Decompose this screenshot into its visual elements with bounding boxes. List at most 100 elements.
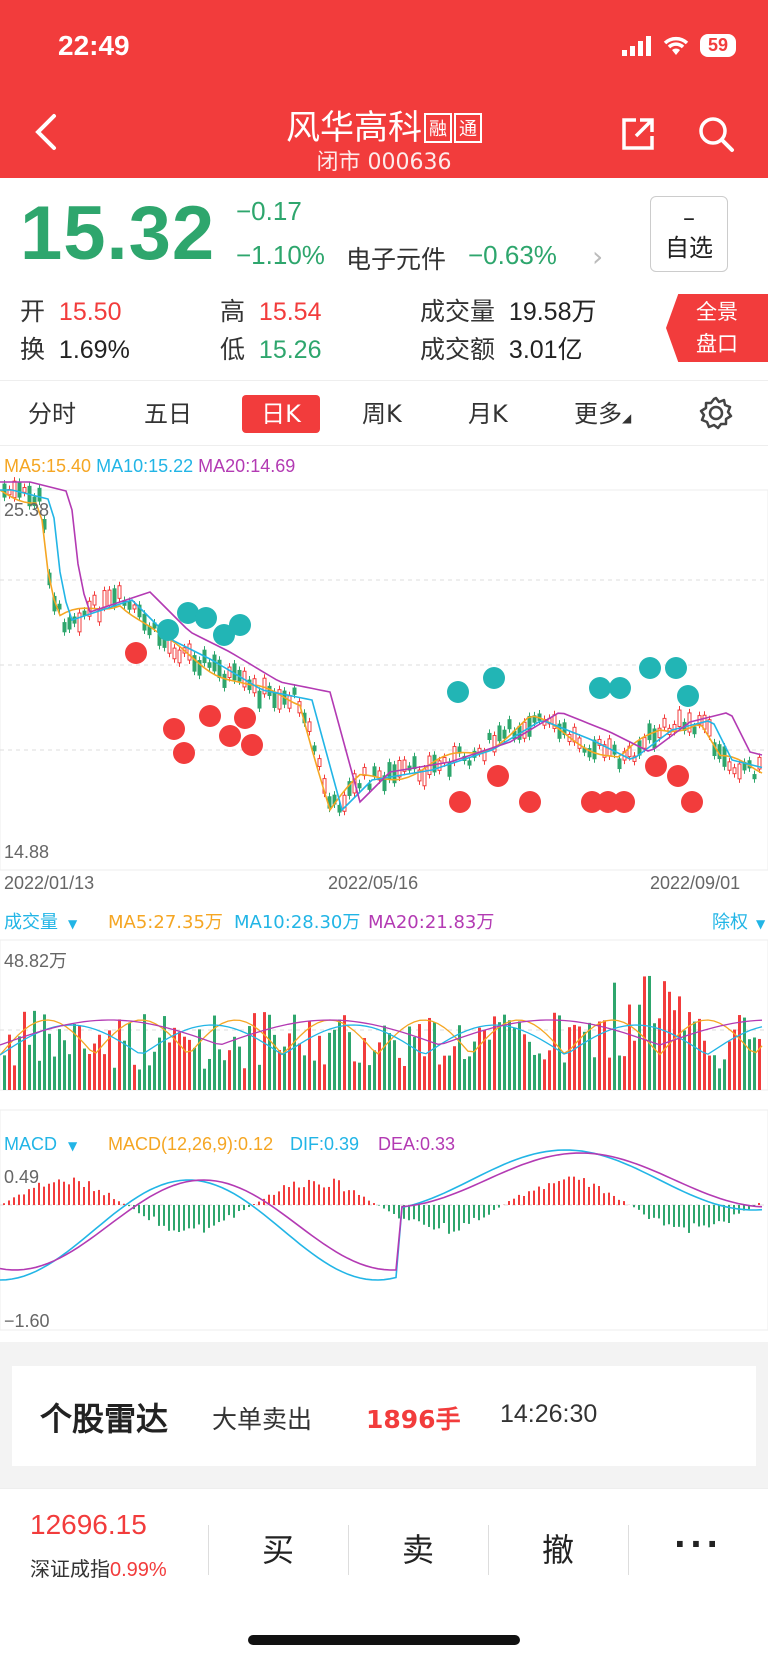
- tab-weekly-k[interactable]: 周K: [362, 400, 402, 428]
- candlestick: [592, 739, 597, 760]
- volume-bar: [138, 1069, 141, 1090]
- volume-bar: [373, 1050, 376, 1090]
- buy-button[interactable]: 买: [261, 1531, 294, 1569]
- sell-signal-marker: [665, 657, 687, 679]
- volume-caret-icon[interactable]: ▼: [68, 917, 78, 931]
- macd-bar: [243, 1205, 245, 1211]
- sector-name[interactable]: 电子元件: [346, 245, 447, 274]
- watchlist-label: 自选: [665, 234, 713, 262]
- macd-bar: [343, 1191, 345, 1205]
- candlestick: [357, 783, 362, 789]
- search-icon[interactable]: [696, 114, 736, 154]
- volume-bar: [198, 1029, 201, 1090]
- macd-bar: [653, 1205, 655, 1218]
- candlestick: [32, 496, 37, 507]
- volume-bar: [378, 1042, 381, 1090]
- index-value[interactable]: 12696.15: [30, 1509, 147, 1540]
- candlestick: [707, 719, 712, 737]
- ex-rights-caret-icon[interactable]: ▼: [756, 917, 766, 931]
- macd-bar: [3, 1203, 5, 1205]
- candlestick: [187, 643, 192, 661]
- index-name[interactable]: 深证成指0.99%: [30, 1553, 167, 1582]
- volume-bar: [98, 1034, 101, 1090]
- ma-line: [0, 1024, 763, 1056]
- candlestick: [192, 655, 197, 672]
- macd-bar: [623, 1201, 625, 1205]
- chevron-right-icon[interactable]: ›: [592, 240, 604, 273]
- volume-bar: [693, 1021, 696, 1090]
- panorama-button[interactable]: 全景 盘口: [666, 294, 768, 362]
- macd-bar: [143, 1205, 145, 1217]
- macd-bar: [178, 1205, 180, 1232]
- volume-bar: [28, 1044, 31, 1090]
- macd-caret-icon[interactable]: ▼: [68, 1139, 78, 1153]
- volume-panel-label[interactable]: 成交量: [4, 912, 58, 933]
- volume-bar: [563, 1062, 566, 1090]
- volume-bar: [728, 1041, 731, 1090]
- macd-bar: [28, 1189, 30, 1205]
- macd-bar: [153, 1205, 155, 1217]
- volume-bar: [273, 1034, 276, 1090]
- macd-min-label: −1.60: [4, 1311, 50, 1331]
- candlestick: [217, 659, 222, 679]
- tab-daily-k[interactable]: 日K: [242, 395, 320, 433]
- candlestick: [67, 617, 72, 630]
- tab-intraday[interactable]: 分时: [28, 400, 76, 428]
- tab-five-day[interactable]: 五日: [144, 400, 192, 428]
- stock-radar-card[interactable]: 个股雷达 大单卖出 1896手 14:26:30: [12, 1366, 756, 1466]
- macd-panel-label[interactable]: MACD: [4, 1134, 57, 1154]
- macd-bar: [188, 1205, 190, 1229]
- macd-bar: [113, 1199, 115, 1205]
- candlestick: [692, 726, 697, 735]
- gear-icon[interactable]: [698, 395, 734, 431]
- volume-bar: [653, 1023, 656, 1090]
- cancel-order-button[interactable]: 撤: [541, 1531, 574, 1569]
- back-icon[interactable]: [30, 112, 60, 152]
- sector-change-pct[interactable]: −0.63%: [468, 240, 557, 270]
- macd-bar: [668, 1205, 670, 1225]
- volume-bar: [168, 1042, 171, 1090]
- sell-signal-marker: [195, 607, 217, 629]
- candlestick: [107, 589, 112, 606]
- macd-bar: [408, 1205, 410, 1221]
- volume-bar: [438, 1064, 441, 1090]
- volume-bar: [33, 1010, 36, 1090]
- macd-bar: [288, 1187, 290, 1205]
- ex-rights-label[interactable]: 除权: [712, 912, 748, 933]
- volume-bar: [268, 1014, 271, 1090]
- volume-bar: [678, 996, 681, 1090]
- volume-bar: [303, 1055, 306, 1090]
- volume-bar: [348, 1032, 351, 1090]
- wifi-icon: [663, 36, 689, 55]
- macd-bar: [413, 1205, 415, 1220]
- home-indicator: [248, 1635, 520, 1645]
- macd-bar: [553, 1183, 555, 1205]
- candlestick: [92, 594, 97, 606]
- kline-chart[interactable]: 25.38 14.88 2022/01/13 2022/05/16 2022/0…: [0, 470, 768, 1350]
- volume-bar: [733, 1029, 736, 1090]
- more-options-button[interactable]: ···: [673, 1525, 723, 1563]
- volume-bar: [43, 1014, 46, 1090]
- buy-signal-marker: [449, 791, 471, 813]
- volume-bar: [258, 1064, 261, 1090]
- volume-bar: [153, 1051, 156, 1090]
- watchlist-button[interactable]: – 自选: [650, 196, 728, 272]
- tab-monthly-k[interactable]: 月K: [468, 400, 508, 428]
- buy-signal-marker: [519, 791, 541, 813]
- price-change-pct: −1.10%: [236, 240, 325, 270]
- macd-bar: [648, 1205, 650, 1219]
- macd-bar: [698, 1205, 700, 1227]
- volume-bar: [538, 1053, 541, 1090]
- share-icon[interactable]: [620, 116, 656, 152]
- tab-more[interactable]: 更多◢: [574, 395, 631, 433]
- sell-button[interactable]: 卖: [401, 1531, 434, 1569]
- volume-bar: [743, 1017, 746, 1090]
- macd-bar: [283, 1185, 285, 1205]
- macd-bar: [398, 1205, 400, 1219]
- macd-bar: [58, 1179, 60, 1205]
- macd-bar: [733, 1205, 735, 1215]
- radar-volume: 1896手: [366, 1405, 461, 1434]
- macd-bar: [478, 1205, 480, 1221]
- macd-bar: [163, 1205, 165, 1226]
- volume-bar: [673, 1010, 676, 1090]
